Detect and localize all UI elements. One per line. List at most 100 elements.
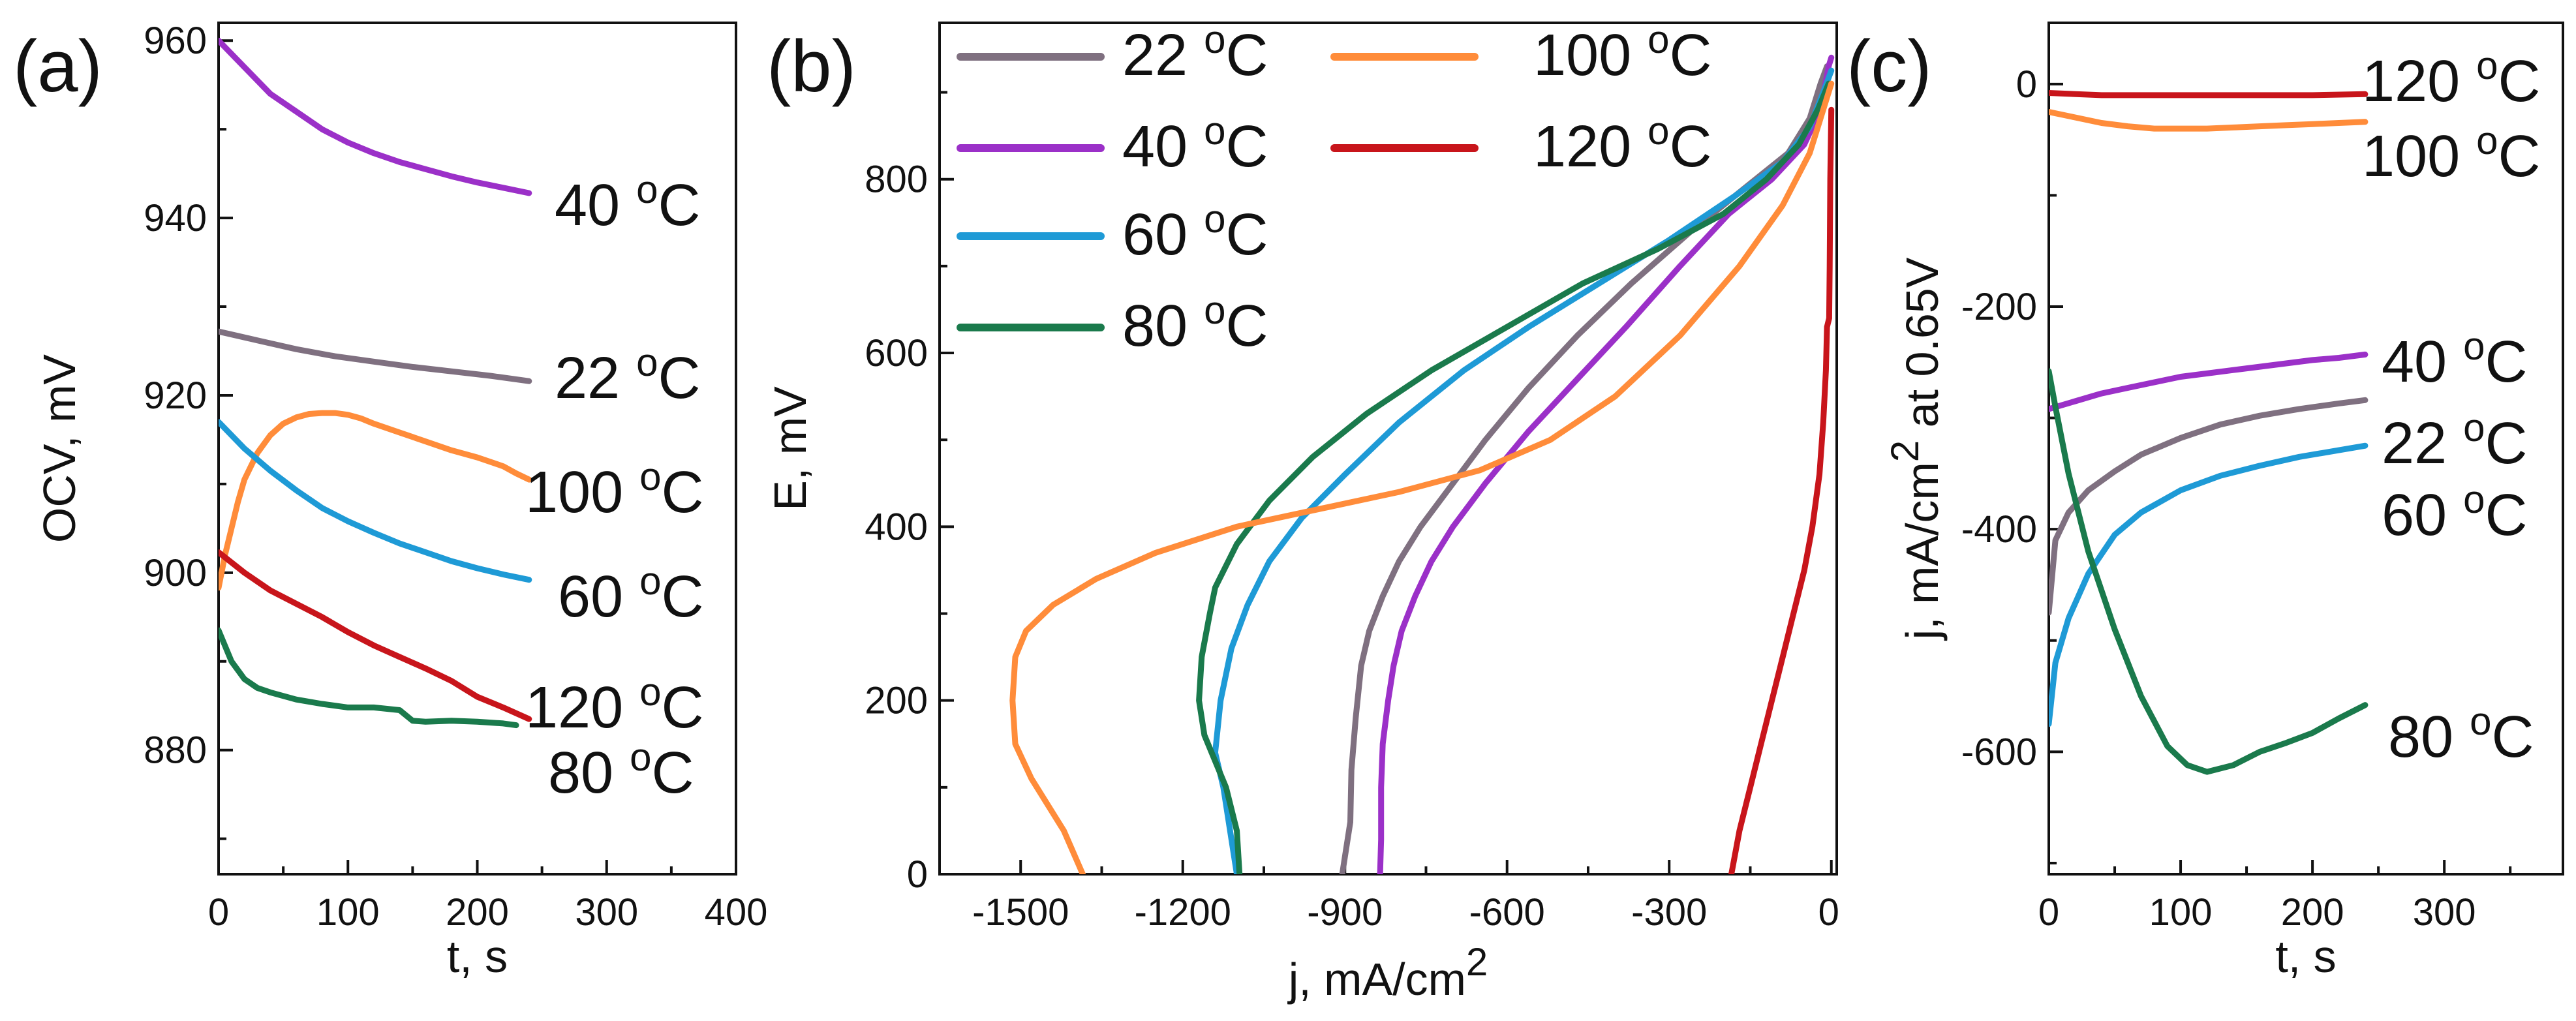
plot-frame bbox=[938, 22, 1838, 876]
y-tick-label: 880 bbox=[144, 729, 207, 772]
curve-label-60C-unit: C bbox=[662, 564, 704, 630]
x-axis-title: t, s bbox=[447, 931, 508, 982]
x-axis-title-text: t, s bbox=[447, 931, 508, 982]
curve-label-40C: 40 oC bbox=[2382, 324, 2528, 395]
legend-label-40C-degree: o bbox=[1204, 109, 1225, 153]
curve-label-40C-unit: C bbox=[2485, 329, 2528, 395]
x-tick-label: -900 bbox=[1307, 891, 1383, 934]
y-tick-label: -200 bbox=[1961, 286, 2037, 328]
plot-frame bbox=[2047, 22, 2564, 876]
x-axis-title: j, mA/cm2 bbox=[1287, 940, 1488, 1005]
panel-label: (c) bbox=[1847, 25, 1932, 107]
legend-label-120C: 120 oC bbox=[1533, 109, 1712, 179]
series-line-100C bbox=[2049, 109, 2369, 132]
y-tick-label: 960 bbox=[144, 20, 207, 62]
curve-label-60C-value: 60 bbox=[2382, 483, 2463, 548]
legend-label-80C-unit: C bbox=[1226, 294, 1268, 359]
series-line-60C bbox=[219, 419, 532, 583]
x-tick-label: -600 bbox=[1469, 891, 1545, 934]
x-tick-label: 0 bbox=[208, 891, 229, 934]
y-axis-title-suffix: at 0.65V bbox=[1897, 257, 1948, 440]
y-axis-title-text: OCV, mV bbox=[34, 354, 85, 543]
curve-label-60C: 60 oC bbox=[2382, 478, 2528, 548]
panel-a: (a) 0 100 200 300 400 880 900 920 940 960 t, s OCV, … bbox=[13, 20, 767, 982]
curve-label-22C: 22 oC bbox=[2382, 406, 2528, 476]
series-line-80C bbox=[219, 627, 519, 729]
curve-label-100C-degree: o bbox=[2476, 119, 2498, 162]
x-tick-label: -1500 bbox=[972, 891, 1069, 934]
series-line-120C bbox=[1728, 106, 1835, 874]
series-line-80C bbox=[1196, 80, 1832, 874]
panel-label: (a) bbox=[13, 25, 102, 107]
y-tick-label: 800 bbox=[865, 159, 928, 201]
series-line-40C bbox=[219, 37, 532, 196]
curve-label-100C-unit: C bbox=[2498, 124, 2541, 189]
legend-label-22C-value: 22 bbox=[1122, 23, 1204, 88]
curve-label-100C: 100 oC bbox=[525, 455, 704, 525]
y-tick-label: 400 bbox=[865, 506, 928, 548]
series-line-100C bbox=[1009, 80, 1835, 874]
panel-label: (b) bbox=[767, 25, 856, 107]
x-tick-label: 0 bbox=[1818, 891, 1839, 934]
legend-label-120C-degree: o bbox=[1648, 109, 1669, 153]
series-line-120C bbox=[2049, 90, 2369, 99]
curve-label-100C-value: 100 bbox=[2362, 124, 2476, 189]
series-line-80C bbox=[2049, 368, 2369, 775]
y-tick-label: 0 bbox=[907, 853, 928, 896]
legend-label-60C: 60 oC bbox=[1122, 197, 1268, 267]
curve-label-80C-degree: o bbox=[630, 735, 651, 779]
curve-label-22C-unit: C bbox=[658, 346, 701, 411]
y-axis-title-text: j, mA/cm bbox=[1897, 462, 1948, 641]
curve-label-80C-value: 80 bbox=[548, 740, 630, 806]
x-axis-title-text: j, mA/cm bbox=[1287, 954, 1466, 1005]
curve-label-120C-value: 120 bbox=[2362, 49, 2476, 114]
curve-label-60C-unit: C bbox=[2485, 483, 2528, 548]
y-tick-label: 0 bbox=[2016, 63, 2037, 106]
legend-label-80C-value: 80 bbox=[1122, 294, 1204, 359]
legend-label-60C-unit: C bbox=[1226, 202, 1268, 267]
legend-label-100C-unit: C bbox=[1670, 23, 1712, 88]
y-tick-label: 920 bbox=[144, 374, 207, 417]
y-axis-title: j, mA/cm2 at 0.65V bbox=[1883, 257, 1948, 641]
x-axis-title-text: t, s bbox=[2275, 931, 2336, 982]
curve-label-120C-value: 120 bbox=[525, 675, 639, 740]
legend-label-100C-degree: o bbox=[1648, 18, 1669, 61]
curve-label-100C: 100 oC bbox=[2362, 119, 2541, 189]
curve-label-80C-value: 80 bbox=[2388, 705, 2470, 770]
curve-label-80C: 80 oC bbox=[2388, 699, 2534, 770]
curve-label-40C-degree: o bbox=[636, 168, 658, 211]
legend-label-60C-degree: o bbox=[1204, 197, 1225, 241]
y-tick-label: 940 bbox=[144, 197, 207, 239]
x-tick-label: 200 bbox=[446, 891, 509, 934]
y-tick-label: -400 bbox=[1961, 508, 2037, 551]
x-tick-label: -1200 bbox=[1135, 891, 1231, 934]
x-tick-label: -300 bbox=[1631, 891, 1707, 934]
curve-label-120C: 120 oC bbox=[525, 670, 704, 740]
x-tick-label: 100 bbox=[2149, 891, 2213, 934]
x-tick-label: 400 bbox=[705, 891, 768, 934]
curve-label-22C-unit: C bbox=[2485, 411, 2528, 476]
curve-label-60C-value: 60 bbox=[558, 564, 639, 630]
y-axis-title: OCV, mV bbox=[34, 354, 85, 543]
curve-label-40C: 40 oC bbox=[555, 168, 701, 238]
curve-label-40C-unit: C bbox=[658, 173, 701, 238]
panel-b: (b) -1500 -1200 -900 -600 -300 0 0 200 400 600 800 j… bbox=[765, 18, 1839, 1005]
x-tick-label: 0 bbox=[2038, 891, 2059, 934]
y-axis-title-sup: 2 bbox=[1883, 440, 1927, 462]
curve-label-120C-degree: o bbox=[2476, 44, 2498, 87]
curve-label-60C-degree: o bbox=[639, 559, 661, 603]
legend-label-22C-unit: C bbox=[1226, 23, 1268, 88]
legend-label-100C: 100 oC bbox=[1533, 18, 1712, 88]
curve-label-80C-degree: o bbox=[2470, 699, 2491, 743]
curve-label-120C-unit: C bbox=[662, 675, 704, 740]
legend-label-40C-unit: C bbox=[1226, 114, 1268, 179]
curve-label-40C-degree: o bbox=[2463, 324, 2485, 368]
legend-label-120C-value: 120 bbox=[1533, 114, 1648, 179]
curve-label-120C: 120 oC bbox=[2362, 44, 2541, 114]
series-line-60C bbox=[1212, 67, 1835, 874]
curve-label-22C-degree: o bbox=[2463, 406, 2485, 450]
series-line-60C bbox=[2049, 442, 2369, 727]
curve-label-100C-degree: o bbox=[639, 455, 661, 498]
curve-label-60C-degree: o bbox=[2463, 478, 2485, 521]
panel-c: (c) 0 100 200 300 0 -200 -400 -600 t, s j, mA/cm2 … bbox=[1847, 22, 2564, 982]
